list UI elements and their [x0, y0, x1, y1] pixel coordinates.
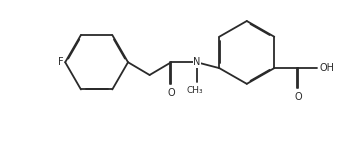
Text: N: N	[193, 57, 201, 67]
Text: OH: OH	[319, 63, 335, 73]
Text: O: O	[294, 92, 302, 102]
Text: F: F	[58, 57, 63, 67]
Text: O: O	[167, 88, 175, 98]
Text: CH₃: CH₃	[186, 86, 203, 95]
